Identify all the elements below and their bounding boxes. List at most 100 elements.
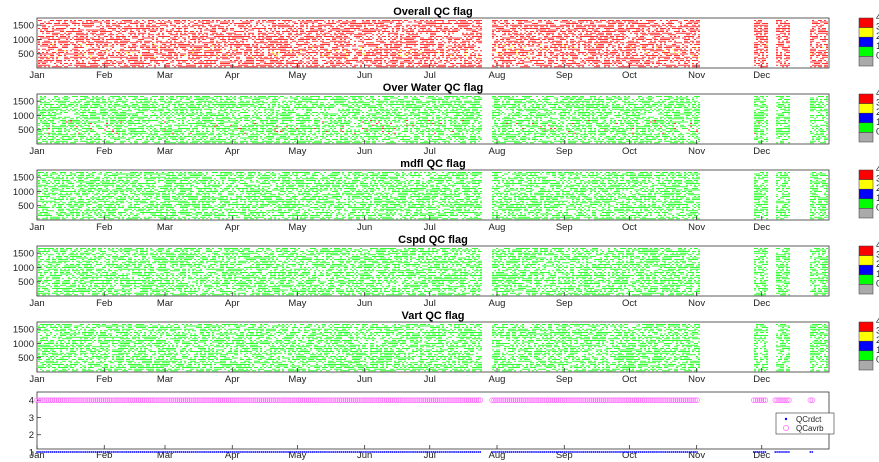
data-cell bbox=[436, 26, 438, 28]
data-cell bbox=[414, 50, 416, 52]
data-cell bbox=[402, 21, 404, 23]
data-cell bbox=[594, 44, 596, 45]
data-cell bbox=[350, 52, 352, 53]
data-cell bbox=[560, 24, 562, 26]
data-cell bbox=[572, 56, 574, 58]
data-cell bbox=[408, 28, 410, 29]
data-cell bbox=[440, 44, 442, 45]
data-cell bbox=[574, 23, 576, 24]
data-cell bbox=[282, 23, 284, 24]
data-cell bbox=[74, 39, 76, 40]
data-cell bbox=[476, 39, 478, 40]
data-cell bbox=[512, 40, 514, 42]
data-cell bbox=[574, 40, 576, 42]
data-cell bbox=[98, 58, 100, 60]
data-cell bbox=[220, 63, 222, 64]
data-cell bbox=[572, 52, 574, 53]
data-cell bbox=[286, 36, 288, 37]
data-cell bbox=[340, 45, 342, 47]
data-cell bbox=[580, 39, 582, 40]
data-cell bbox=[320, 40, 322, 42]
data-cell bbox=[440, 36, 442, 37]
data-cell bbox=[536, 23, 538, 24]
data-cell bbox=[206, 34, 208, 36]
data-cell bbox=[406, 55, 408, 56]
data-cell bbox=[584, 24, 586, 26]
data-cell bbox=[260, 61, 262, 63]
data-cell bbox=[560, 60, 562, 61]
data-cell bbox=[74, 55, 76, 56]
data-cell bbox=[280, 56, 282, 58]
data-cell bbox=[212, 53, 214, 55]
data-cell bbox=[128, 28, 130, 29]
data-cell bbox=[222, 47, 224, 48]
data-cell bbox=[524, 50, 526, 52]
data-cell bbox=[214, 32, 216, 34]
data-cell bbox=[568, 32, 570, 34]
data-cell bbox=[204, 32, 206, 34]
data-cell bbox=[162, 29, 164, 31]
data-cell bbox=[426, 23, 428, 24]
data-cell bbox=[366, 64, 368, 66]
data-cell bbox=[556, 53, 558, 55]
data-cell bbox=[148, 28, 150, 29]
data-cell bbox=[148, 20, 150, 21]
data-cell bbox=[476, 28, 478, 29]
data-cell bbox=[524, 24, 526, 26]
data-cell bbox=[560, 21, 562, 23]
data-cell bbox=[424, 24, 426, 26]
data-cell bbox=[530, 24, 532, 26]
data-cell bbox=[134, 64, 136, 66]
data-cell bbox=[558, 50, 560, 52]
data-cell bbox=[596, 37, 598, 39]
data-cell bbox=[508, 60, 510, 61]
data-cell bbox=[292, 26, 294, 28]
data-cell bbox=[412, 32, 414, 34]
data-cell bbox=[454, 60, 456, 61]
data-cell bbox=[474, 45, 476, 47]
data-cell bbox=[566, 21, 568, 23]
data-cell bbox=[110, 26, 112, 28]
data-cell bbox=[46, 56, 48, 58]
data-cell bbox=[42, 23, 44, 24]
data-cell bbox=[76, 66, 78, 68]
data-cell bbox=[532, 60, 534, 61]
data-cell bbox=[242, 24, 244, 26]
data-cell bbox=[374, 61, 376, 63]
data-cell bbox=[304, 56, 306, 58]
data-cell bbox=[202, 26, 204, 28]
data-cell bbox=[206, 61, 208, 63]
data-cell bbox=[144, 31, 146, 32]
data-cell bbox=[580, 64, 582, 66]
data-cell bbox=[120, 55, 122, 56]
data-cell bbox=[170, 23, 172, 24]
data-cell bbox=[350, 39, 352, 40]
data-cell bbox=[146, 52, 148, 53]
data-cell bbox=[462, 21, 464, 23]
data-cell bbox=[168, 20, 170, 21]
data-cell bbox=[280, 50, 282, 52]
data-cell bbox=[434, 53, 436, 55]
data-cell bbox=[52, 28, 54, 29]
data-cell bbox=[304, 48, 306, 50]
data-cell bbox=[530, 60, 532, 61]
data-cell bbox=[246, 64, 248, 66]
data-cell bbox=[372, 28, 374, 29]
data-cell bbox=[540, 64, 542, 66]
data-cell bbox=[586, 60, 588, 61]
data-cell bbox=[522, 56, 524, 58]
data-cell bbox=[420, 63, 422, 64]
data-cell bbox=[298, 48, 300, 50]
data-cell bbox=[438, 56, 440, 58]
data-cell bbox=[536, 45, 538, 47]
data-cell bbox=[148, 52, 150, 53]
data-cell bbox=[182, 53, 184, 55]
data-cell bbox=[256, 63, 258, 64]
data-cell bbox=[168, 64, 170, 66]
data-cell bbox=[124, 56, 126, 58]
data-cell bbox=[288, 28, 290, 29]
data-cell bbox=[304, 21, 306, 23]
data-cell bbox=[316, 66, 318, 68]
data-cell bbox=[282, 63, 284, 64]
data-cell bbox=[80, 45, 82, 47]
